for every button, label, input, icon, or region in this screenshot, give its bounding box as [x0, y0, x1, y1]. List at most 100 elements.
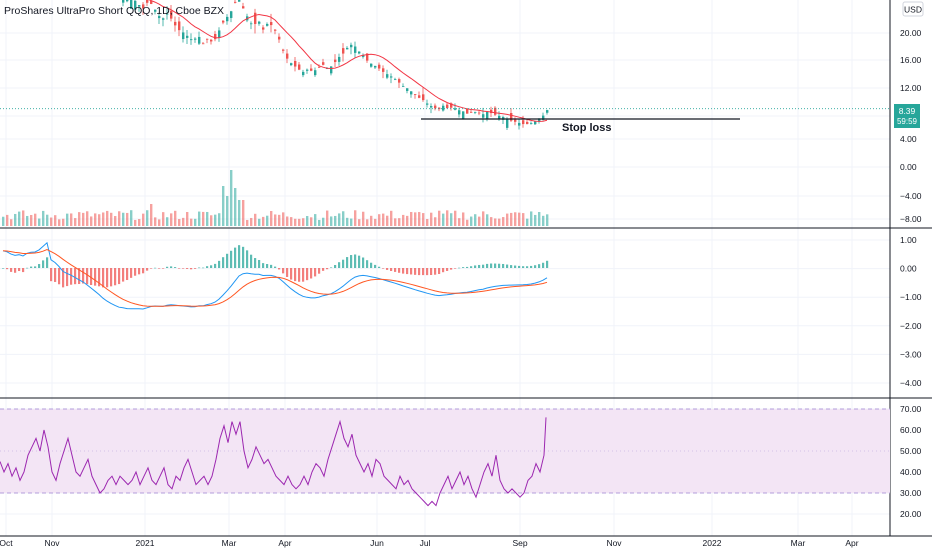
- candle-body: [146, 0, 149, 3]
- macd-histogram-bar: [58, 268, 61, 285]
- macd-histogram-bar: [262, 263, 265, 268]
- volume-bar: [522, 213, 525, 226]
- candle-body: [350, 44, 353, 48]
- macd-histogram-bar: [418, 268, 421, 276]
- macd-histogram-bar: [270, 264, 273, 268]
- macd-histogram-bar: [30, 266, 33, 268]
- macd-histogram-bar: [158, 268, 161, 269]
- macd-histogram-bar: [198, 267, 201, 269]
- y-tick-label: 20.00: [900, 28, 922, 38]
- candle-body: [130, 0, 133, 9]
- candle-body: [518, 122, 521, 126]
- candle-body: [406, 88, 409, 91]
- candle-body: [458, 110, 461, 115]
- macd-histogram-bar: [10, 268, 13, 272]
- macd-histogram-bar: [486, 263, 489, 268]
- macd-histogram-bar: [74, 268, 77, 285]
- candle-body: [478, 112, 481, 114]
- candle-body: [214, 33, 217, 40]
- candle-body: [530, 123, 533, 125]
- volume-bar: [330, 216, 333, 226]
- price-tag-value: 8.39: [899, 106, 916, 116]
- volume-bar: [362, 211, 365, 226]
- candle-body: [262, 27, 265, 30]
- macd-histogram-bar: [46, 257, 49, 268]
- candle-body: [438, 107, 441, 110]
- macd-histogram-bar: [26, 267, 29, 269]
- volume-bar: [142, 213, 145, 226]
- volume-bar: [198, 211, 201, 226]
- volume-bar: [150, 204, 153, 226]
- candle-body: [218, 30, 221, 38]
- candle-body: [286, 53, 289, 59]
- volume-bar: [526, 218, 529, 226]
- volume-bar: [546, 214, 549, 226]
- candle-body: [446, 104, 449, 108]
- y-tick-label: 30.00: [900, 488, 922, 498]
- volume-bar: [434, 217, 437, 226]
- macd-histogram-bar: [222, 257, 225, 268]
- candle-body: [234, 1, 237, 3]
- volume-bar: [446, 210, 449, 226]
- volume-bar: [490, 217, 493, 226]
- candle-body: [162, 18, 165, 20]
- candle-body: [510, 113, 513, 121]
- macd-histogram-bar: [138, 268, 141, 275]
- volume-bar: [530, 211, 533, 226]
- volume-bar: [202, 211, 205, 226]
- candle-body: [290, 63, 293, 66]
- volume-bar: [14, 213, 17, 226]
- macd-histogram-bar: [414, 268, 417, 275]
- candle-body: [138, 5, 141, 7]
- candle-body: [186, 35, 189, 38]
- macd-histogram-bar: [354, 254, 357, 268]
- volume-bar: [466, 219, 469, 226]
- volume-bar: [6, 214, 9, 226]
- candle-body: [466, 108, 469, 114]
- candle-body: [282, 49, 285, 51]
- macd-histogram-bar: [466, 266, 469, 268]
- candle-body: [474, 111, 477, 113]
- candle-body: [274, 29, 277, 31]
- volume-bar: [42, 210, 45, 226]
- candle-body: [534, 121, 537, 125]
- macd-histogram-bar: [202, 267, 205, 269]
- candle-body: [394, 79, 397, 81]
- candle-body: [434, 105, 437, 109]
- volume-bar: [462, 212, 465, 226]
- macd-histogram-bar: [362, 257, 365, 268]
- candle-body: [322, 62, 325, 65]
- macd-histogram-bar: [274, 266, 277, 268]
- macd-histogram-bar: [6, 268, 9, 270]
- currency-badge[interactable]: [902, 1, 924, 17]
- macd-histogram-bar: [190, 268, 193, 270]
- volume-bar: [318, 219, 321, 226]
- volume-bar: [82, 212, 85, 226]
- volume-bar: [206, 211, 209, 226]
- candle-body: [226, 16, 229, 22]
- candle-body: [298, 64, 301, 70]
- volume-bar: [190, 218, 193, 226]
- volume-bar: [290, 217, 293, 226]
- rsi-line: [0, 417, 547, 507]
- candle-body: [482, 114, 485, 118]
- volume-bar: [242, 200, 245, 226]
- macd-histogram-bar: [170, 266, 173, 268]
- macd-histogram-bar: [390, 268, 393, 271]
- volume-bar: [122, 212, 125, 226]
- macd-histogram-bar: [478, 264, 481, 268]
- volume-bar: [498, 218, 501, 226]
- candle-body: [330, 66, 333, 74]
- candle-body: [398, 79, 401, 83]
- macd-histogram-bar: [150, 268, 153, 269]
- y-tick-label: 1.00: [900, 235, 917, 245]
- macd-histogram-bar: [94, 268, 97, 286]
- volume-bar: [278, 214, 281, 226]
- volume-bar: [374, 218, 377, 226]
- x-tick-label: Nov: [606, 538, 622, 548]
- macd-histogram-bar: [118, 268, 121, 285]
- volume-bar: [46, 214, 49, 226]
- candle-body: [378, 64, 381, 69]
